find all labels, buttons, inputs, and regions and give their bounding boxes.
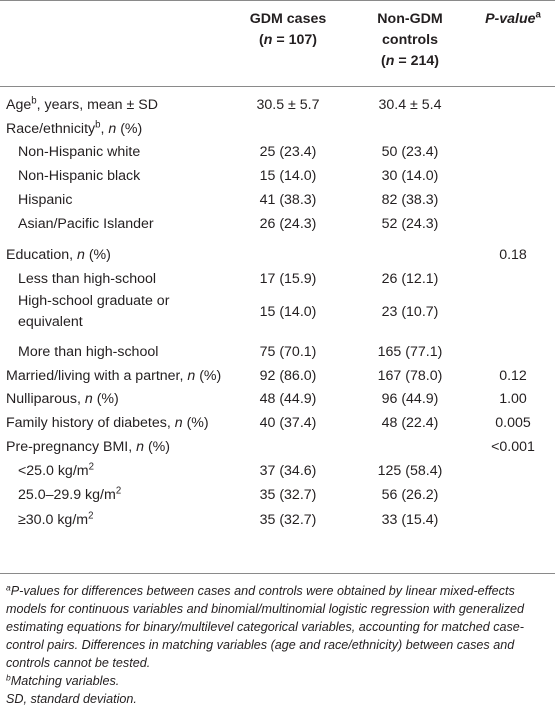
- controls-cell: 96 (44.9): [381, 391, 439, 407]
- row-label: Non-Hispanic white: [18, 144, 141, 160]
- row-label: High-school graduate or equivalent: [18, 293, 170, 330]
- row-label: Ageb, years, mean ± SD: [6, 95, 158, 113]
- table-row: <25.0 kg/m2 37 (34.6) 125 (58.4): [0, 460, 555, 482]
- header-p-value: P-valuea: [485, 9, 541, 27]
- row-label: 25.0–29.9 kg/m2: [18, 485, 122, 503]
- row-label: Married/living with a partner, n (%): [6, 368, 222, 384]
- controls-cell: 33 (15.4): [381, 512, 439, 528]
- header-rule: [0, 86, 555, 87]
- gdm-cases-cell: 26 (24.3): [259, 216, 317, 232]
- p-value-cell: 0.12: [499, 368, 527, 384]
- bottom-rule: [0, 573, 555, 574]
- gdm-cases-cell: 75 (70.1): [259, 344, 317, 360]
- table-row: Less than high-school 17 (15.9) 26 (12.1): [0, 268, 555, 290]
- table-row: ≥30.0 kg/m2 35 (32.7) 33 (15.4): [0, 509, 555, 531]
- controls-cell: 30.4 ± 5.4: [378, 97, 442, 113]
- row-label: <25.0 kg/m2: [18, 461, 94, 479]
- controls-cell: 26 (12.1): [381, 271, 439, 287]
- gdm-cases-cell: 15 (14.0): [259, 168, 317, 184]
- gdm-cases-cell: 17 (15.9): [259, 271, 317, 287]
- table-row: Asian/Pacific Islander 26 (24.3) 52 (24.3): [0, 213, 555, 235]
- controls-cell: 48 (22.4): [381, 415, 439, 431]
- header-non-gdm-n: (n = 214): [381, 53, 439, 69]
- table-row: Married/living with a partner, n (%) 92 (…: [0, 365, 555, 387]
- header-gdm-cases-title: GDM cases: [249, 11, 327, 27]
- table-row: Nulliparous, n (%) 48 (44.9) 96 (44.9) 1.00: [0, 388, 555, 410]
- table-row: Family history of diabetes, n (%) 40 (37.…: [0, 412, 555, 434]
- row-label: Nulliparous, n (%): [6, 391, 119, 407]
- footnote-sd: SD, standard deviation.: [6, 692, 137, 706]
- header-gdm-cases-n: (n = 107): [259, 32, 317, 48]
- table-row: High-school graduate or equivalent 15 (14.…: [0, 291, 555, 335]
- row-label: Family history of diabetes, n (%): [6, 415, 209, 431]
- row-label: Pre-pregnancy BMI, n (%): [6, 439, 171, 455]
- footnote-a: aP-values for differences between cases …: [6, 582, 525, 670]
- gdm-cases-cell: 25 (23.4): [259, 144, 317, 160]
- gdm-cases-cell: 40 (37.4): [259, 415, 317, 431]
- controls-cell: 56 (26.2): [381, 487, 439, 503]
- gdm-cases-cell: 92 (86.0): [259, 368, 317, 384]
- table-row: Hispanic 41 (38.3) 82 (38.3): [0, 189, 555, 211]
- gdm-cases-cell: 41 (38.3): [259, 192, 317, 208]
- row-label: Less than high-school: [18, 271, 157, 287]
- row-label: ≥30.0 kg/m2: [18, 510, 94, 528]
- table-row: More than high-school 75 (70.1) 165 (77.1): [0, 341, 555, 363]
- header-gdm-cases: GDM cases (n = 107): [229, 9, 347, 51]
- gdm-cases-cell: 30.5 ± 5.7: [256, 97, 320, 113]
- header-non-gdm-controls: Non-GDM controls (n = 214): [355, 9, 465, 72]
- p-value-cell: 1.00: [499, 391, 527, 407]
- table-row: Race/ethnicityb, n (%): [0, 118, 555, 140]
- p-value-cell: <0.001: [491, 439, 535, 455]
- table-row: Non-Hispanic black 15 (14.0) 30 (14.0): [0, 165, 555, 187]
- row-label: Hispanic: [18, 192, 73, 208]
- row-label: Asian/Pacific Islander: [18, 216, 154, 232]
- controls-cell: 52 (24.3): [381, 216, 439, 232]
- table-row: Non-Hispanic white 25 (23.4) 50 (23.4): [0, 141, 555, 163]
- controls-cell: 23 (10.7): [381, 304, 439, 320]
- controls-cell: 167 (78.0): [377, 368, 443, 384]
- controls-cell: 82 (38.3): [381, 192, 439, 208]
- row-label: Race/ethnicityb, n (%): [6, 119, 143, 137]
- controls-cell: 50 (23.4): [381, 144, 439, 160]
- table-row: Pre-pregnancy BMI, n (%) <0.001: [0, 436, 555, 458]
- header-controls-title: controls: [382, 32, 438, 48]
- table-footnotes: aP-values for differences between cases …: [6, 582, 551, 708]
- p-value-cell: 0.005: [495, 415, 531, 431]
- gdm-cases-cell: 48 (44.9): [259, 391, 317, 407]
- gdm-cases-cell: 37 (34.6): [259, 463, 317, 479]
- gdm-cases-cell: 35 (32.7): [259, 487, 317, 503]
- row-label: Non-Hispanic black: [18, 168, 141, 184]
- top-rule: [0, 0, 555, 1]
- table-row: 25.0–29.9 kg/m2 35 (32.7) 56 (26.2): [0, 484, 555, 506]
- controls-cell: 165 (77.1): [377, 344, 443, 360]
- row-label: More than high-school: [18, 344, 159, 360]
- controls-cell: 125 (58.4): [377, 463, 443, 479]
- gdm-cases-cell: 15 (14.0): [259, 304, 317, 320]
- controls-cell: 30 (14.0): [381, 168, 439, 184]
- footnote-b: bMatching variables.: [6, 672, 120, 688]
- row-label: Education, n (%): [6, 247, 111, 263]
- p-value-cell: 0.18: [499, 247, 527, 263]
- table-row: Ageb, years, mean ± SD 30.5 ± 5.7 30.4 ± 5…: [0, 94, 555, 116]
- gdm-cases-cell: 35 (32.7): [259, 512, 317, 528]
- table-row: Education, n (%) 0.18: [0, 244, 555, 266]
- header-non-gdm-title: Non-GDM: [377, 11, 443, 27]
